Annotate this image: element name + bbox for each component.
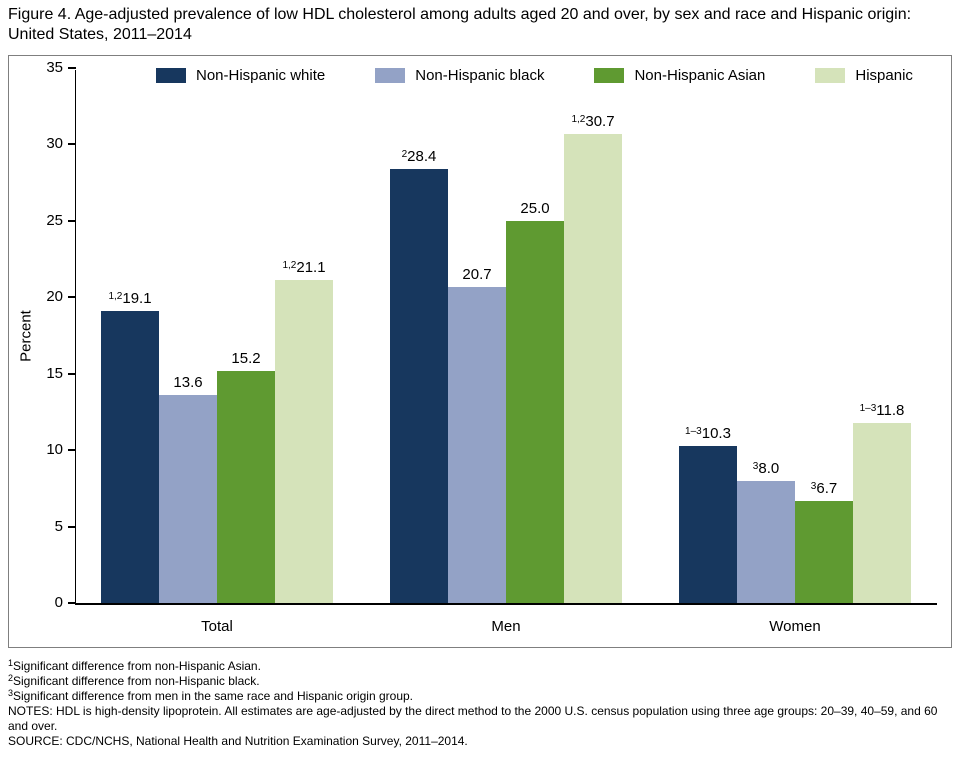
bar-non-hispanic-black-total: 13.6: [159, 374, 217, 603]
bar-hispanic-men: 1,230.7: [564, 113, 622, 603]
bar-non-hispanic-black-women: 38.0: [737, 460, 795, 603]
bar-non-hispanic-white-women: 1–310.3: [679, 425, 737, 603]
legend-item-non-hispanic-black: Non-Hispanic black: [375, 67, 544, 84]
y-axis-tick: [68, 66, 76, 69]
footnote-1-text: Significant difference from non-Hispanic…: [13, 658, 261, 673]
legend-item-non-hispanic-white: Non-Hispanic white: [156, 67, 325, 84]
y-axis-tick-label: 5: [54, 517, 63, 535]
significance-marker: 1,2: [571, 113, 586, 125]
footnote-2: 2Significant difference from non-Hispani…: [8, 672, 952, 689]
legend: Non-Hispanic white Non-Hispanic black Non-…: [156, 67, 913, 84]
bar-groups: 1,219.1 13.6 15.2 1,221.1 Total 228.4 20.7 25.0…: [76, 70, 937, 635]
legend-swatch: [375, 67, 406, 83]
y-axis-tick: [68, 143, 76, 146]
footnote-3-marker: 3: [8, 687, 14, 698]
bar-non-hispanic-white-men: 228.4: [390, 148, 448, 603]
bar-non-hispanic-black-men: 20.7: [448, 266, 506, 603]
significance-marker: 1–3: [685, 425, 702, 437]
footnote-source: SOURCE: CDC/NCHS, National Health and Nu…: [8, 734, 952, 749]
significance-marker: 3: [810, 480, 817, 492]
y-axis-tick: [68, 219, 76, 222]
plot-area: Percent 0 5 10 15 20 25 30 35 1,219.1 13.6 15.2 1,…: [18, 59, 937, 635]
category-label-women: Women: [769, 617, 821, 635]
y-axis-tick: [68, 296, 76, 299]
significance-marker: 1,2: [282, 260, 297, 272]
footnote-1-marker: 1: [8, 657, 14, 668]
y-axis-tick-label: 35: [46, 58, 63, 76]
bar-value-label: 1,219.1: [108, 289, 152, 307]
bar-non-hispanic-asian-total: 15.2: [217, 350, 275, 603]
y-axis-tick-label: 0: [54, 593, 63, 611]
bar-non-hispanic-white-total: 1,219.1: [101, 290, 159, 603]
footnote-2-text: Significant difference from non-Hispanic…: [13, 673, 260, 688]
y-axis-tick: [68, 525, 76, 528]
chart-area: Percent 0 5 10 15 20 25 30 35 1,219.1 13.6 15.2 1,…: [8, 54, 952, 648]
category-label-men: Men: [491, 617, 521, 635]
bar-value-label: 20.7: [462, 265, 492, 283]
significance-marker: 1,2: [108, 290, 123, 302]
footnotes: 1Significant difference from non-Hispani…: [8, 657, 952, 749]
bar-value-label: 228.4: [401, 147, 437, 165]
bar-hispanic-women: 1–311.8: [853, 402, 911, 603]
footnote-source-text: SOURCE: CDC/NCHS, National Health and Nu…: [8, 733, 468, 748]
y-axis-tick-label: 25: [46, 211, 63, 229]
significance-marker: 1–3: [859, 402, 877, 414]
bar-value-label: 1,230.7: [571, 112, 615, 130]
y-axis-tick: [68, 372, 76, 375]
significance-marker: 3: [752, 460, 759, 472]
y-axis-tick-label: 15: [46, 364, 63, 382]
legend-swatch: [815, 67, 846, 83]
bar-value-label: 1,221.1: [282, 259, 326, 277]
bar-value-label: 38.0: [752, 459, 780, 477]
bar-value-label: 13.6: [173, 374, 203, 392]
footnote-1: 1Significant difference from non-Hispani…: [8, 657, 952, 674]
y-axis-label: Percent: [17, 310, 35, 363]
legend-label: Non-Hispanic Asian: [634, 66, 766, 84]
bar-non-hispanic-asian-men: 25.0: [506, 200, 564, 603]
bar-non-hispanic-asian-women: 36.7: [795, 480, 853, 603]
bar-value-label: 15.2: [231, 349, 261, 367]
bar-value-label: 1–310.3: [685, 424, 731, 442]
y-axis-tick-label: 10: [46, 441, 63, 459]
legend-swatch: [156, 67, 186, 83]
legend-label: Non-Hispanic white: [196, 66, 326, 84]
footnote-notes-text: NOTES: HDL is high-density lipoprotein. …: [8, 703, 938, 733]
bar-hispanic-total: 1,221.1: [275, 259, 333, 603]
category-label-total: Total: [201, 617, 233, 635]
y-axis-tick-label: 30: [46, 135, 63, 153]
legend-item-non-hispanic-asian: Non-Hispanic Asian: [594, 67, 765, 84]
figure-title: Figure 4. Age-adjusted prevalence of low…: [8, 6, 912, 44]
footnote-notes: NOTES: HDL is high-density lipoprotein. …: [8, 704, 952, 734]
y-axis-tick: [68, 601, 76, 604]
bar-group-men: 228.4 20.7 25.0 1,230.7 Men: [390, 113, 622, 635]
footnote-3-text: Significant difference from men in the s…: [13, 688, 414, 703]
legend-label: Hispanic: [855, 66, 913, 84]
bar-value-label: 25.0: [520, 199, 550, 217]
y-axis-tick-label: 20: [46, 288, 63, 306]
legend-swatch: [594, 67, 625, 83]
y-axis-tick: [68, 449, 76, 452]
bar-value-label: 36.7: [810, 479, 838, 497]
legend-item-hispanic: Hispanic: [815, 67, 913, 84]
footnote-2-marker: 2: [8, 672, 14, 683]
bar-group-women: 1–310.3 38.0 36.7 1–311.8 Women: [679, 402, 911, 635]
significance-marker: 2: [401, 148, 408, 160]
bar-group-total: 1,219.1 13.6 15.2 1,221.1 Total: [101, 259, 333, 635]
bar-value-label: 1–311.8: [859, 401, 905, 419]
legend-label: Non-Hispanic black: [415, 66, 545, 84]
footnote-3: 3Significant difference from men in the …: [8, 687, 952, 704]
